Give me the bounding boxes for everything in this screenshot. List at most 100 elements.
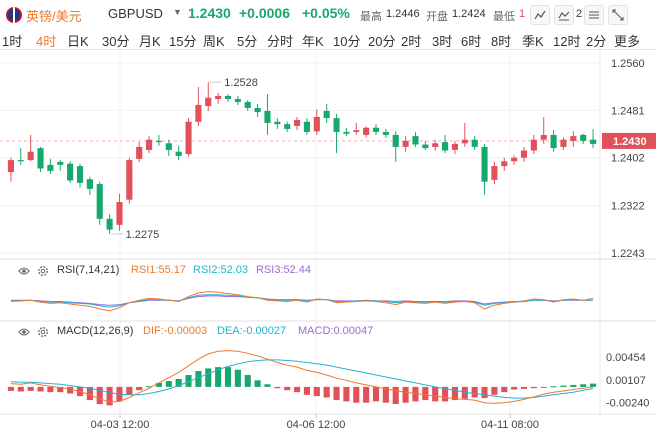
period-tab[interactable]: 10分 xyxy=(333,34,361,49)
macd-bar xyxy=(343,386,350,402)
macd-bar xyxy=(155,382,162,387)
candle xyxy=(67,163,74,181)
candle xyxy=(570,136,577,141)
eye-icon[interactable] xyxy=(18,326,30,338)
current-price-tag xyxy=(602,132,656,149)
draw-line-button[interactable] xyxy=(530,5,550,25)
period-tab[interactable]: 8时 xyxy=(491,34,512,49)
macd-bar xyxy=(106,386,113,406)
candle xyxy=(57,161,64,165)
macd-bar xyxy=(126,386,133,395)
candle xyxy=(560,139,567,147)
open-value: 1.2424 xyxy=(452,8,486,20)
candle xyxy=(294,119,301,126)
macd-bar xyxy=(570,384,577,387)
gear-icon[interactable] xyxy=(37,265,49,277)
macd-bar xyxy=(47,386,54,393)
macd-bar xyxy=(17,386,24,392)
macd-bar xyxy=(382,386,389,403)
macd-bar xyxy=(540,386,547,388)
macd-bar xyxy=(136,386,143,391)
period-tab[interactable]: 15分 xyxy=(169,34,197,49)
settings-button[interactable] xyxy=(584,5,604,25)
period-tab[interactable]: 日K xyxy=(67,34,89,49)
macd-bar xyxy=(27,386,34,391)
period-tab[interactable]: 2时 xyxy=(401,34,422,49)
period-tab[interactable]: 周K xyxy=(203,34,225,49)
period-tab[interactable]: 季K xyxy=(522,34,544,49)
candle xyxy=(7,160,14,173)
period-tab[interactable]: 6时 xyxy=(461,34,482,49)
pair-name[interactable]: 英镑/美元 xyxy=(26,9,82,24)
candle xyxy=(303,121,310,132)
macd-bar xyxy=(520,386,528,389)
macd-bar xyxy=(294,386,301,393)
period-tab[interactable]: 4时 xyxy=(36,34,57,49)
candle xyxy=(17,160,24,162)
macd-bar xyxy=(57,386,64,393)
macd-bar xyxy=(254,380,261,387)
candle xyxy=(27,151,34,161)
candle xyxy=(530,139,537,151)
macd-bar xyxy=(96,386,103,405)
chevron-down-icon[interactable]: ▼ xyxy=(173,7,182,17)
candle xyxy=(195,104,202,122)
rsi2-value: RSI2:52.03 xyxy=(193,264,249,276)
candle xyxy=(175,151,182,156)
macd-bar xyxy=(284,386,291,391)
macd-bar xyxy=(501,386,508,393)
gb-flag-icon xyxy=(6,7,22,23)
candle xyxy=(432,143,439,147)
x-tick-label: 04-06 12:00 xyxy=(287,419,346,431)
price-tick-label: 1.2560 xyxy=(611,58,645,70)
period-tab[interactable]: 月K xyxy=(139,34,161,49)
candle xyxy=(106,218,113,230)
period-tab[interactable]: 2分 xyxy=(586,34,607,49)
indicator-button[interactable] xyxy=(554,5,574,25)
pair-symbol[interactable]: GBPUSD xyxy=(108,6,163,21)
period-tab[interactable]: 年K xyxy=(302,34,324,49)
rsi1-line xyxy=(10,291,594,312)
macd-bar xyxy=(185,375,192,387)
candle xyxy=(146,139,153,150)
high-label: 最高 xyxy=(360,11,382,23)
candle xyxy=(76,166,84,183)
macd-bar xyxy=(363,386,370,403)
period-tab[interactable]: 12时 xyxy=(553,34,581,49)
candle xyxy=(540,134,547,140)
macd-bar xyxy=(224,367,232,387)
x-tick-label: 04-03 12:00 xyxy=(91,419,150,431)
candle xyxy=(550,134,557,149)
macd-tick-label: 0.00454 xyxy=(606,352,646,364)
candle xyxy=(96,184,103,219)
candle xyxy=(520,150,528,158)
period-tab[interactable]: 20分 xyxy=(368,34,396,49)
rsi-title: RSI(7,14,21) xyxy=(57,264,120,276)
open-label: 开盘 xyxy=(426,11,448,23)
period-tab[interactable]: 1时 xyxy=(2,34,23,49)
candle xyxy=(116,202,123,225)
macd-bar xyxy=(372,386,380,402)
eye-icon[interactable] xyxy=(18,265,30,277)
period-tab[interactable]: 更多 xyxy=(614,34,641,49)
candle xyxy=(284,124,291,129)
macd-bar xyxy=(442,386,449,402)
macd-bar xyxy=(422,386,429,401)
candle xyxy=(471,139,478,147)
gear-icon[interactable] xyxy=(37,326,49,338)
period-tab[interactable]: 5分 xyxy=(237,34,258,49)
candle xyxy=(501,161,508,167)
macd-bar xyxy=(451,386,458,401)
macd-bar xyxy=(146,386,153,388)
period-tab[interactable]: 3时 xyxy=(432,34,453,49)
x-tick-label: 04-11 08:00 xyxy=(481,419,539,431)
candle xyxy=(343,131,350,134)
candle xyxy=(402,140,409,147)
candle xyxy=(224,95,232,99)
rsi3-value: RSI3:52.44 xyxy=(256,264,312,276)
fullscreen-button[interactable] xyxy=(608,5,628,25)
candle xyxy=(205,97,212,107)
period-tab[interactable]: 30分 xyxy=(102,34,130,49)
period-tab[interactable]: 分时 xyxy=(267,34,294,49)
